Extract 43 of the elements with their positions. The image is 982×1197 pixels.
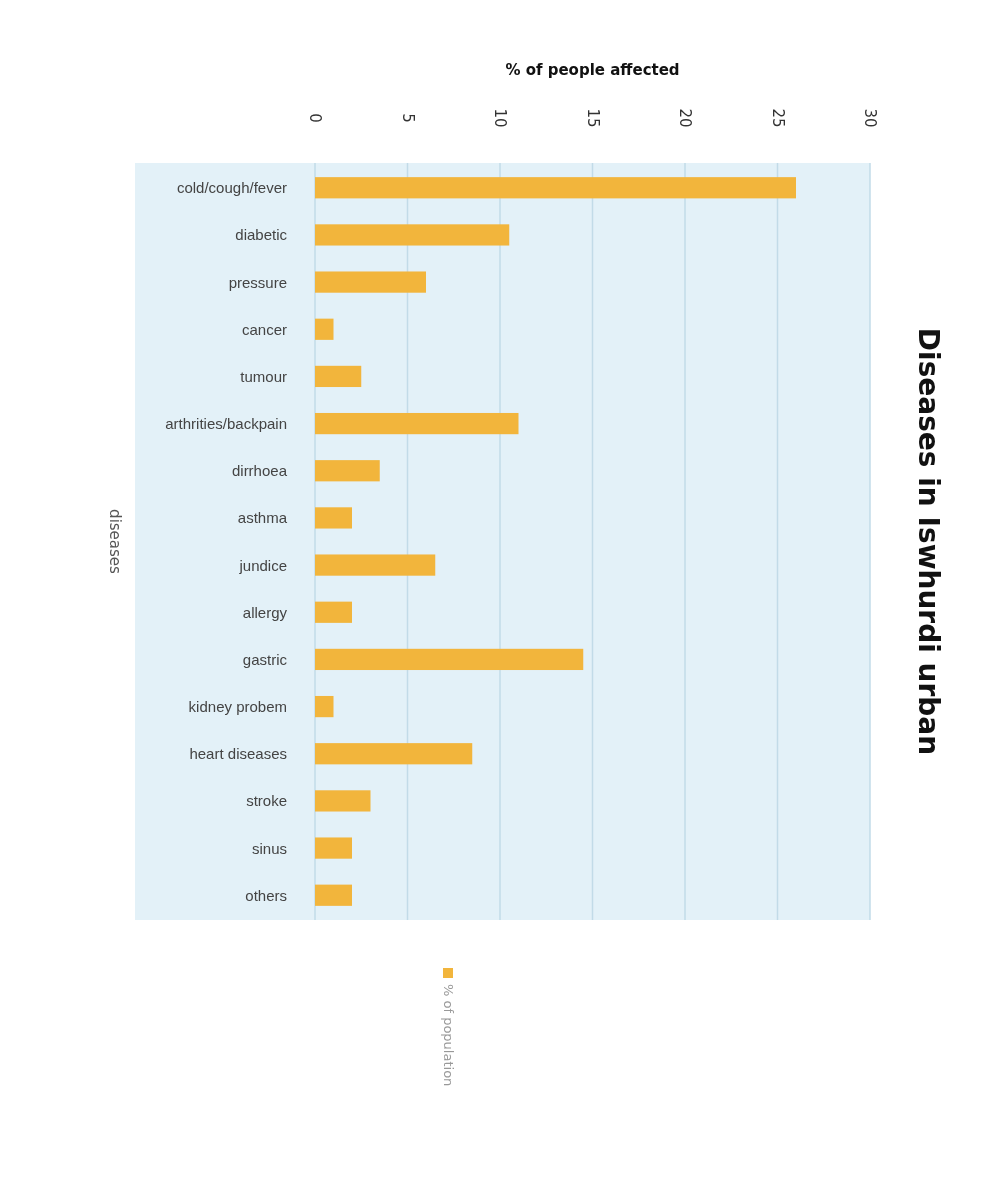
y-axis-title: diseases xyxy=(106,509,124,575)
bar xyxy=(315,790,371,812)
bar xyxy=(315,224,510,246)
bar xyxy=(315,648,584,671)
y-tick-label: jundice xyxy=(238,556,287,574)
x-axis-title: % of people affected xyxy=(505,61,680,79)
y-tick-label: allergy xyxy=(242,603,288,621)
x-tick-label: 30 xyxy=(861,108,879,128)
bar xyxy=(315,507,352,529)
bar xyxy=(315,601,352,623)
bar xyxy=(315,318,334,340)
bar xyxy=(315,695,334,718)
bar xyxy=(315,365,362,388)
x-tick-label: 20 xyxy=(676,108,694,128)
y-tick-label: others xyxy=(245,886,287,904)
bar xyxy=(315,884,352,906)
text: Diseases in Iswhurdi urban xyxy=(911,327,945,756)
y-tick-label: pressure xyxy=(228,273,287,291)
y-tick-label: dirrhoea xyxy=(231,462,288,480)
x-tick-label: 5 xyxy=(398,113,417,123)
bar xyxy=(315,743,473,765)
y-tick-label: asthma xyxy=(237,509,288,527)
y-tick-label: sinus xyxy=(251,839,287,857)
x-tick-label: 0 xyxy=(306,113,324,123)
y-tick-label: heart diseases xyxy=(189,745,287,763)
y-tick-label: tumour xyxy=(240,367,287,385)
y-tick-label: diabetic xyxy=(235,226,288,244)
bar xyxy=(315,554,436,576)
bar xyxy=(315,271,426,293)
y-tick-label: cold/cough/fever xyxy=(176,179,287,197)
legend-label: % of population xyxy=(440,984,456,1087)
y-tick-label: arthrities/backpain xyxy=(165,415,287,433)
x-tick-label: 10 xyxy=(491,108,509,128)
y-tick-label: kidney probem xyxy=(188,698,287,716)
bar xyxy=(315,460,380,482)
y-tick-label: stroke xyxy=(246,792,287,810)
bar xyxy=(315,837,352,859)
y-tick-label: gastric xyxy=(242,650,288,668)
x-tick-label: 15 xyxy=(583,108,602,128)
bar xyxy=(315,177,796,199)
x-tick-label: 25 xyxy=(768,108,787,128)
y-tick-label: cancer xyxy=(241,320,287,338)
bar xyxy=(315,412,519,435)
